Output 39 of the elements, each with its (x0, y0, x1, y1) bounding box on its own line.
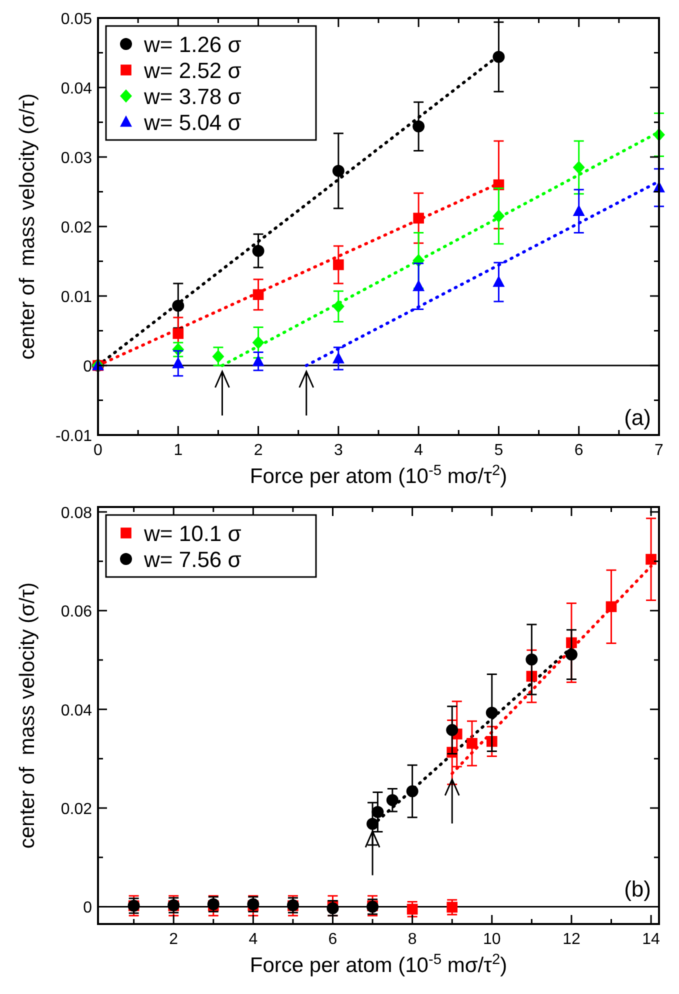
legend-label: w= 3.78 σ (143, 84, 242, 109)
annotation: (a) (624, 405, 651, 430)
x-tick-label: 10 (482, 931, 501, 948)
y-tick-label: 0.04 (60, 80, 92, 98)
x-tick-label: 5 (494, 442, 504, 459)
x-tick-label: 2 (169, 931, 178, 948)
y-axis-title: center of mass velocity (σ/τ) (16, 582, 39, 849)
y-tick-label: 0.02 (60, 220, 92, 236)
x-axis-title: Force per atom (10$^{-5}$ mσ/τ$^{2}$) (250, 463, 508, 488)
y-tick-label: 0 (83, 900, 92, 917)
x-tick-label: 4 (414, 442, 424, 459)
x-tick-label: 12 (562, 931, 580, 948)
x-tick-label: 2 (254, 442, 263, 459)
y-tick-label: 0.01 (60, 289, 92, 306)
x-tick-label: 6 (574, 442, 584, 459)
legend-label: w= 1.26 σ (143, 32, 242, 57)
x-tick-label: 8 (408, 931, 417, 948)
legend-label: w= 5.04 σ (143, 110, 242, 135)
x-axis-title: Force per atom (10$^{-5}$ mσ/τ$^{2}$) (250, 952, 508, 977)
y-tick-label: -0.01 (56, 428, 92, 445)
legend-label: w= 2.52 σ (143, 58, 242, 83)
y-tick-label: 0.06 (60, 604, 92, 621)
y-axis-title: center of mass velocity (σ/τ) (16, 93, 39, 360)
x-tick-label: 3 (334, 442, 343, 459)
y-tick-label: 0.08 (60, 504, 92, 522)
x-tick-label: 1 (174, 442, 183, 459)
y-tick-label: 0.05 (60, 11, 92, 28)
y-tick-label: 0.02 (60, 801, 92, 818)
x-tick-label: 6 (328, 931, 338, 948)
x-tick-label: 4 (248, 931, 258, 948)
x-tick-label: 7 (654, 442, 664, 459)
x-tick-label: 0 (94, 442, 103, 459)
annotation: (b) (624, 876, 651, 902)
y-tick-label: 0.03 (60, 150, 92, 167)
x-tick-label: 14 (642, 931, 660, 948)
legend-label: w= 10.1 σ (143, 521, 242, 546)
y-tick-label: 0.04 (60, 702, 92, 720)
y-tick-label: 0 (83, 358, 92, 376)
legend-label: w= 7.56 σ (143, 547, 242, 572)
